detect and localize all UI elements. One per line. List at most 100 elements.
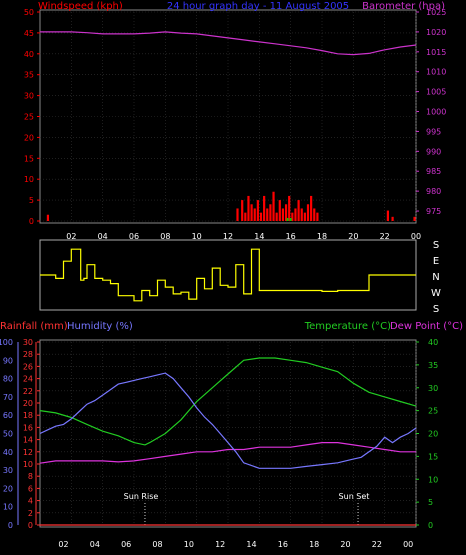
rainfall-tick-label: 16 (23, 423, 33, 432)
dewpoint-axis-title: Dew Point (°C) (390, 321, 463, 332)
barometer-axis-title: Barometer (hpa) (362, 1, 445, 12)
bottom-hour-tick-label: 00 (403, 540, 413, 549)
windspeed-bar (266, 208, 269, 221)
barometer-tick-label: 1005 (426, 88, 446, 97)
direction-tick-label: N (432, 272, 439, 283)
temperature-tick-label: 40 (428, 338, 438, 347)
rainfall-tick-label: 26 (23, 362, 33, 371)
windspeed-bar (303, 212, 306, 221)
windspeed-bar (313, 208, 316, 221)
top-hour-tick-label: 08 (160, 232, 170, 241)
rainfall-tick-label: 28 (23, 350, 33, 359)
windspeed-tick-label: 5 (29, 196, 34, 205)
windspeed-tick-label: 0 (29, 217, 34, 226)
top-hour-tick-label: 06 (129, 232, 139, 241)
windspeed-tick-label: 10 (24, 175, 34, 184)
windspeed-tick-label: 35 (24, 71, 34, 80)
humidity-tick-label: 90 (3, 356, 13, 365)
windspeed-bar (284, 204, 288, 221)
rainfall-tick-label: 14 (23, 436, 33, 445)
temperature-tick-label: 20 (428, 430, 438, 439)
rainfall-tick-label: 6 (28, 484, 33, 493)
rainfall-tick-label: 2 (28, 509, 33, 518)
barometer-tick-label: 1010 (426, 68, 446, 77)
bottom-hour-tick-label: 04 (90, 540, 100, 549)
barometer-tick-label: 985 (426, 167, 441, 176)
top-hour-tick-label: 14 (254, 232, 264, 241)
windspeed-bar (291, 212, 294, 221)
windspeed-bar (306, 204, 310, 221)
rainfall-tick-label: 18 (23, 411, 33, 420)
direction-tick-label: E (433, 256, 439, 267)
temperature-tick-label: 30 (428, 384, 438, 393)
humidity-line (39, 372, 417, 469)
chart-title: 24 hour graph day - 11 August 2005 (167, 1, 349, 12)
rainfall-tick-label: 22 (23, 387, 33, 396)
rainfall-tick-label: 30 (23, 338, 33, 347)
barometer-tick-label: 980 (426, 187, 441, 196)
windspeed-bar (256, 200, 259, 221)
top-panel-frame (39, 9, 417, 224)
wind-direction-line (40, 248, 416, 302)
temperature-tick-label: 15 (428, 452, 438, 461)
windspeed-bar (253, 208, 256, 221)
humidity-tick-label: 20 (3, 484, 13, 493)
windspeed-tick-label: 20 (24, 133, 34, 142)
windspeed-bar (247, 195, 250, 221)
bottom-hour-tick-label: 06 (121, 540, 131, 549)
top-hour-tick-label: 20 (348, 232, 358, 241)
bottom-hour-tick-label: 22 (372, 540, 382, 549)
windspeed-tick-label: 50 (24, 8, 34, 17)
temperature-tick-label: 35 (428, 361, 438, 370)
windspeed-bar (294, 208, 297, 221)
humidity-axis-title: Humidity (%) (67, 321, 133, 332)
temperature-axis-title: Temperature (°C) (304, 321, 391, 332)
bottom-hour-tick-label: 16 (278, 540, 288, 549)
top-hour-tick-label: 16 (286, 232, 296, 241)
humidity-tick-label: 10 (3, 503, 13, 512)
top-hour-tick-label: 12 (223, 232, 233, 241)
gust-mark (289, 218, 292, 221)
windspeed-bar (259, 212, 263, 221)
windspeed-bar (236, 208, 239, 221)
barometer-tick-label: 1015 (426, 48, 446, 57)
temperature-line (39, 357, 417, 446)
windspeed-bar (263, 195, 266, 221)
top-hour-tick-label: 00 (411, 232, 421, 241)
rainfall-tick-label: 24 (23, 375, 33, 384)
rainfall-tick-label: 8 (28, 472, 33, 481)
windspeed-bar (386, 210, 389, 221)
windspeed-bar (297, 200, 300, 221)
humidity-tick-label: 30 (3, 466, 13, 475)
barometer-tick-label: 990 (426, 147, 441, 156)
bottom-hour-tick-label: 08 (152, 540, 162, 549)
bottom-hour-tick-label: 10 (184, 540, 194, 549)
barometer-line (40, 31, 417, 56)
rainfall-tick-label: 4 (28, 497, 33, 506)
direction-tick-label: S (433, 240, 439, 251)
bottom-hour-tick-label: 02 (58, 540, 68, 549)
top-hour-tick-label: 04 (98, 232, 108, 241)
bottom-hour-tick-label: 14 (246, 540, 256, 549)
humidity-tick-label: 0 (8, 521, 13, 530)
windspeed-tick-label: 15 (24, 154, 34, 163)
rainfall-tick-label: 20 (23, 399, 33, 408)
top-hour-tick-label: 18 (317, 232, 327, 241)
windspeed-bar (250, 204, 253, 221)
barometer-tick-label: 1000 (426, 108, 446, 117)
windspeed-bar (281, 208, 285, 221)
rainfall-axis-title: Rainfall (mm) (0, 321, 68, 332)
humidity-tick-label: 40 (3, 448, 13, 457)
rainfall-tick-label: 12 (23, 448, 33, 457)
windspeed-tick-label: 45 (24, 29, 34, 38)
windspeed-bar (269, 204, 272, 221)
windspeed-bar (288, 195, 291, 221)
rainfall-tick-label: 10 (23, 460, 33, 469)
humidity-tick-label: 70 (3, 393, 13, 402)
rainfall-tick-label: 0 (28, 521, 33, 530)
top-hour-tick-label: 22 (380, 232, 390, 241)
temperature-tick-label: 25 (428, 407, 438, 416)
windspeed-bar (241, 200, 244, 221)
top-hour-tick-label: 02 (66, 232, 76, 241)
